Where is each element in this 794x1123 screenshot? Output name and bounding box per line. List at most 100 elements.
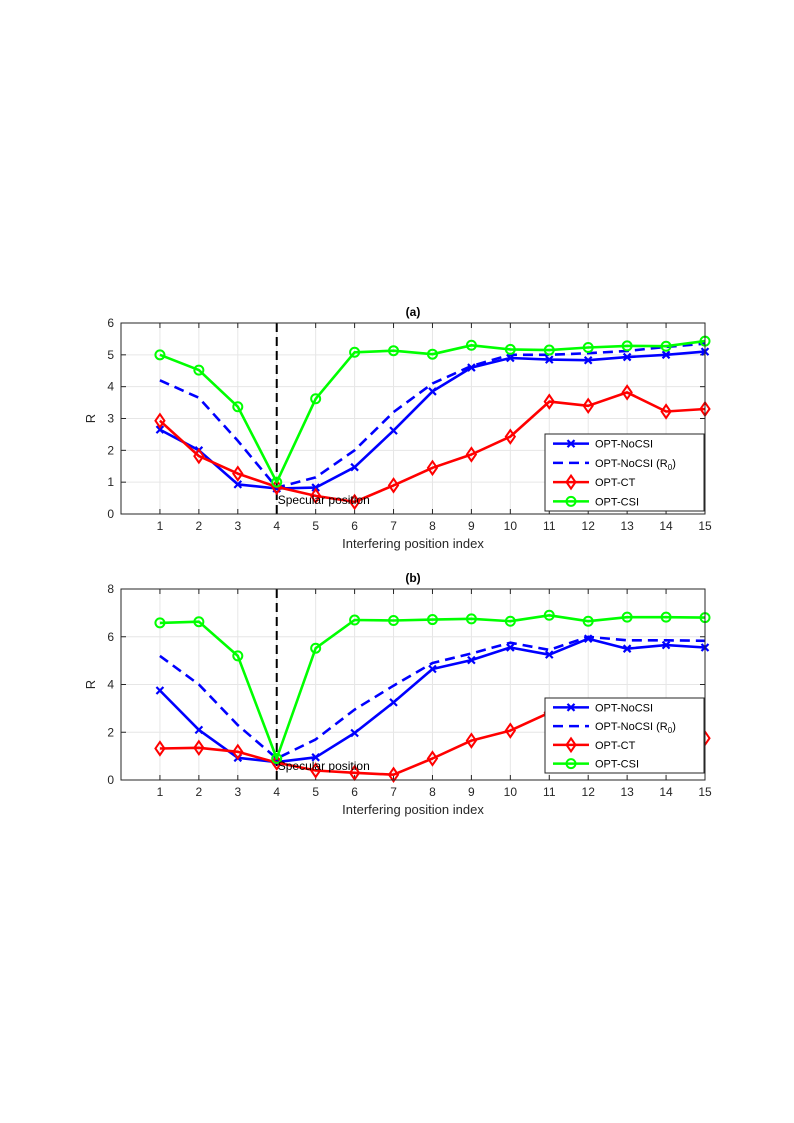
legend-label-suffix: ): [672, 721, 676, 733]
legend-label-text: OPT-CT: [595, 477, 636, 489]
y-tick-label: 5: [107, 348, 114, 362]
data-point: [506, 643, 515, 652]
y-tick-label: 1: [107, 475, 114, 489]
data-point: [232, 401, 244, 413]
data-point: [661, 640, 671, 650]
x-tick-label: 9: [468, 519, 475, 533]
data-point: [621, 611, 633, 623]
x-axis-label: Interfering position index: [342, 536, 484, 551]
data-point: [309, 487, 322, 505]
data-point: [193, 739, 205, 757]
legend-marker: [565, 473, 577, 491]
legend-label-text: OPT-CSI: [595, 759, 639, 771]
x-tick-label: 10: [504, 519, 518, 533]
legend-label-text: OPT-NoCSI (R: [595, 458, 668, 470]
data-point: [271, 754, 283, 771]
data-point: [504, 615, 516, 627]
legend-marker: [565, 495, 577, 507]
data-point: [465, 446, 478, 463]
y-tick-label: 6: [107, 316, 114, 330]
x-tick-label: 6: [351, 785, 358, 799]
data-point: [232, 743, 244, 761]
data-point: [350, 462, 359, 472]
data-point: [465, 339, 477, 351]
data-point: [621, 340, 633, 352]
legend-label: OPT-CT: [595, 740, 636, 752]
data-point: [543, 393, 555, 410]
data-point: [232, 465, 244, 482]
data-point: [349, 346, 361, 358]
data-point: [193, 447, 205, 465]
x-tick-label: 1: [157, 785, 164, 799]
data-point: [271, 476, 283, 488]
x-tick-label: 13: [620, 519, 634, 533]
axes-box: [120, 588, 706, 781]
data-point: [661, 350, 671, 360]
data-point: [232, 650, 244, 662]
legend-label: OPT-NoCSI: [595, 702, 653, 714]
legend-label-text: OPT-NoCSI (R: [595, 721, 668, 733]
data-point: [389, 426, 398, 435]
data-point: [582, 342, 594, 354]
x-tick-label: 13: [620, 785, 634, 799]
x-tick-label: 8: [429, 785, 436, 799]
x-tick-label: 5: [312, 519, 319, 533]
x-tick-label: 5: [312, 785, 319, 799]
y-tick-label: 3: [107, 412, 114, 426]
data-point: [388, 615, 400, 627]
axes-box: [120, 322, 706, 515]
data-point: [621, 384, 633, 401]
data-point: [622, 644, 632, 653]
x-tick-label: 10: [504, 785, 518, 799]
series-line-1: [159, 635, 706, 760]
data-point: [543, 344, 555, 356]
data-point: [154, 349, 166, 361]
series-line-2: [159, 391, 706, 504]
data-point: [582, 615, 594, 627]
x-tick-label: 6: [351, 519, 358, 533]
data-point: [583, 355, 593, 365]
specular-label: Specular position: [278, 759, 370, 773]
data-point: [388, 345, 400, 357]
legend-label: OPT-NoCSI (R0): [595, 721, 676, 735]
data-point: [350, 728, 359, 738]
y-axis-label: R: [83, 414, 98, 423]
y-tick-label: 8: [107, 582, 114, 596]
data-point: [155, 425, 165, 434]
series-line-3: [159, 339, 706, 484]
chart-title: (b): [405, 571, 420, 585]
series-line-1: [159, 342, 706, 489]
x-tick-label: 3: [234, 785, 241, 799]
data-point: [154, 412, 166, 429]
x-tick-label: 14: [659, 519, 673, 533]
data-point: [660, 403, 672, 420]
legend-label-text: OPT-CSI: [595, 496, 639, 508]
x-tick-label: 15: [698, 519, 712, 533]
x-axis-label: Interfering position index: [342, 802, 484, 817]
data-point: [193, 616, 205, 628]
x-tick-label: 11: [543, 519, 556, 533]
legend-label: OPT-CSI: [595, 496, 639, 508]
data-point: [465, 732, 478, 749]
legend-label-subscript: 0: [668, 726, 673, 735]
data-point: [582, 397, 594, 415]
legend-marker: [566, 439, 576, 448]
data-point: [233, 480, 243, 489]
data-point: [544, 650, 554, 659]
legend-label: OPT-NoCSI: [595, 439, 653, 451]
y-tick-label: 4: [107, 380, 114, 394]
data-point: [310, 642, 322, 654]
data-point: [660, 611, 672, 623]
x-tick-label: 2: [196, 519, 203, 533]
data-point: [426, 459, 439, 477]
y-tick-label: 2: [107, 725, 114, 739]
legend-box: [544, 697, 705, 774]
data-point: [504, 722, 517, 739]
y-axis-label: R: [83, 680, 98, 689]
legend-label-text: OPT-NoCSI: [595, 439, 653, 451]
data-point: [544, 355, 554, 364]
x-tick-label: 4: [273, 785, 280, 799]
data-point: [311, 483, 320, 492]
data-point: [467, 363, 476, 372]
